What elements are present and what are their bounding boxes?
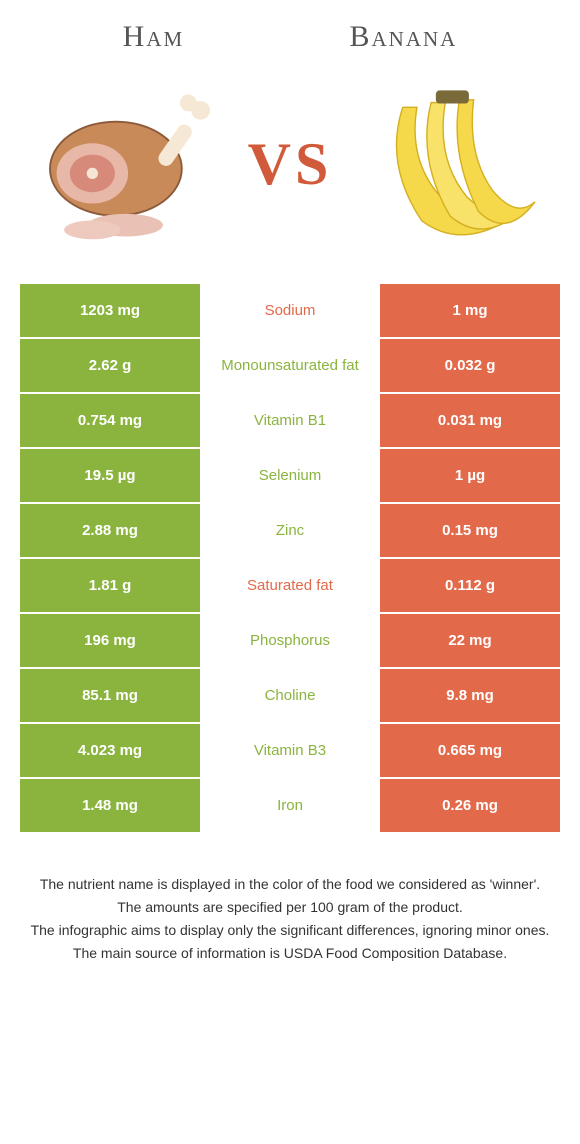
- right-value: 0.665 mg: [380, 724, 560, 777]
- nutrient-name: Sodium: [200, 284, 380, 337]
- table-row: 2.88 mgZinc0.15 mg: [20, 504, 560, 559]
- footer-line-1: The nutrient name is displayed in the co…: [30, 874, 550, 895]
- left-value: 0.754 mg: [20, 394, 200, 447]
- nutrient-name: Vitamin B1: [200, 394, 380, 447]
- left-value: 19.5 µg: [20, 449, 200, 502]
- nutrient-name: Choline: [200, 669, 380, 722]
- left-food-title: Ham: [123, 20, 185, 54]
- table-row: 4.023 mgVitamin B30.665 mg: [20, 724, 560, 779]
- right-value: 0.26 mg: [380, 779, 560, 832]
- table-row: 19.5 µgSelenium1 µg: [20, 449, 560, 504]
- left-value: 2.62 g: [20, 339, 200, 392]
- table-row: 85.1 mgCholine9.8 mg: [20, 669, 560, 724]
- images-row: VS: [0, 64, 580, 284]
- right-value: 0.032 g: [380, 339, 560, 392]
- right-value: 0.15 mg: [380, 504, 560, 557]
- right-value: 0.031 mg: [380, 394, 560, 447]
- table-row: 2.62 gMonounsaturated fat0.032 g: [20, 339, 560, 394]
- footer-notes: The nutrient name is displayed in the co…: [0, 834, 580, 964]
- left-value: 1.81 g: [20, 559, 200, 612]
- header: Ham Banana: [0, 0, 580, 64]
- right-value: 22 mg: [380, 614, 560, 667]
- banana-image: [350, 74, 550, 254]
- table-row: 1.81 gSaturated fat0.112 g: [20, 559, 560, 614]
- left-value: 1203 mg: [20, 284, 200, 337]
- nutrient-name: Zinc: [200, 504, 380, 557]
- left-value: 85.1 mg: [20, 669, 200, 722]
- table-row: 196 mgPhosphorus22 mg: [20, 614, 560, 669]
- table-row: 0.754 mgVitamin B10.031 mg: [20, 394, 560, 449]
- right-value: 9.8 mg: [380, 669, 560, 722]
- left-value: 4.023 mg: [20, 724, 200, 777]
- right-value: 1 mg: [380, 284, 560, 337]
- ham-image: [30, 74, 230, 254]
- right-value: 1 µg: [380, 449, 560, 502]
- right-value: 0.112 g: [380, 559, 560, 612]
- right-food-title: Banana: [349, 20, 457, 54]
- nutrient-name: Saturated fat: [200, 559, 380, 612]
- left-value: 196 mg: [20, 614, 200, 667]
- left-value: 2.88 mg: [20, 504, 200, 557]
- comparison-table: 1203 mgSodium1 mg2.62 gMonounsaturated f…: [20, 284, 560, 834]
- nutrient-name: Monounsaturated fat: [200, 339, 380, 392]
- table-row: 1203 mgSodium1 mg: [20, 284, 560, 339]
- nutrient-name: Vitamin B3: [200, 724, 380, 777]
- footer-line-2: The amounts are specified per 100 gram o…: [30, 897, 550, 918]
- vs-label: VS: [248, 130, 333, 199]
- left-value: 1.48 mg: [20, 779, 200, 832]
- nutrient-name: Iron: [200, 779, 380, 832]
- nutrient-name: Selenium: [200, 449, 380, 502]
- nutrient-name: Phosphorus: [200, 614, 380, 667]
- table-row: 1.48 mgIron0.26 mg: [20, 779, 560, 834]
- footer-line-3: The infographic aims to display only the…: [30, 920, 550, 941]
- footer-line-4: The main source of information is USDA F…: [30, 943, 550, 964]
